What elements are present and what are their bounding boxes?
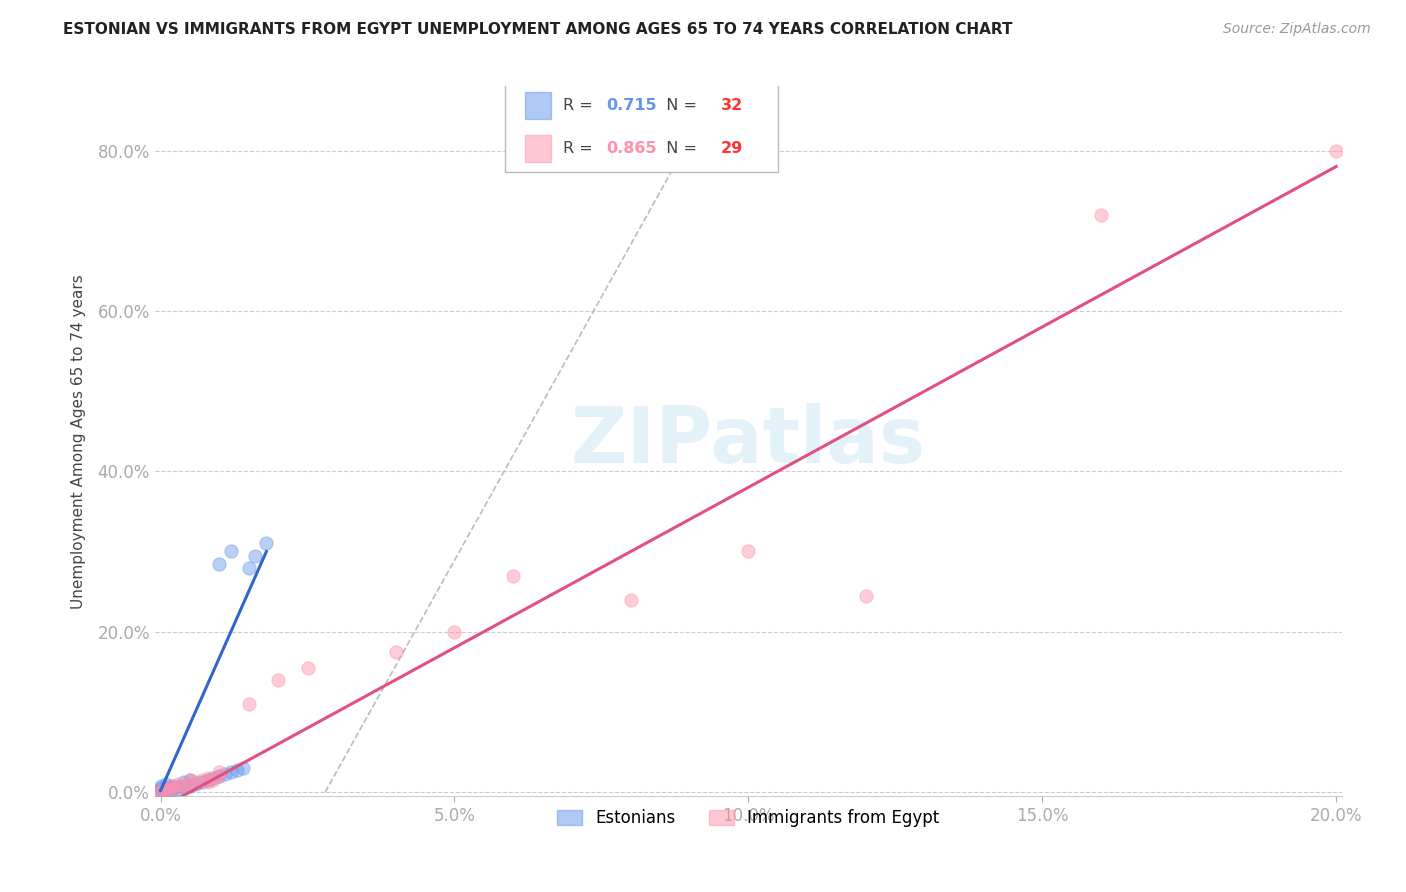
- FancyBboxPatch shape: [526, 92, 551, 119]
- Immigrants from Egypt: [184, 775, 207, 789]
- Text: N =: N =: [655, 98, 702, 113]
- Estonians: [226, 763, 249, 777]
- Immigrants from Egypt: [502, 568, 524, 582]
- Immigrants from Egypt: [179, 772, 201, 787]
- Estonians: [254, 536, 277, 550]
- Text: 0.865: 0.865: [606, 141, 657, 156]
- Immigrants from Egypt: [167, 780, 190, 795]
- Immigrants from Egypt: [208, 765, 231, 780]
- Text: R =: R =: [564, 98, 598, 113]
- Text: 32: 32: [721, 98, 744, 113]
- Estonians: [155, 781, 177, 796]
- Immigrants from Egypt: [202, 772, 225, 787]
- Immigrants from Egypt: [855, 589, 877, 603]
- Estonians: [243, 549, 266, 563]
- Immigrants from Egypt: [190, 772, 212, 787]
- Legend: Estonians, Immigrants from Egypt: Estonians, Immigrants from Egypt: [551, 803, 946, 834]
- Text: ESTONIAN VS IMMIGRANTS FROM EGYPT UNEMPLOYMENT AMONG AGES 65 TO 74 YEARS CORRELA: ESTONIAN VS IMMIGRANTS FROM EGYPT UNEMPL…: [63, 22, 1012, 37]
- Estonians: [238, 560, 260, 574]
- Estonians: [155, 777, 177, 791]
- Estonians: [149, 780, 172, 794]
- Estonians: [149, 782, 172, 797]
- Text: 29: 29: [721, 141, 744, 156]
- Immigrants from Egypt: [162, 779, 184, 793]
- Estonians: [173, 780, 195, 795]
- Estonians: [167, 781, 190, 796]
- Estonians: [149, 783, 172, 797]
- Estonians: [184, 777, 207, 791]
- Estonians: [214, 767, 236, 781]
- Immigrants from Egypt: [197, 771, 219, 785]
- Estonians: [149, 785, 172, 799]
- Text: N =: N =: [655, 141, 702, 156]
- Immigrants from Egypt: [208, 769, 231, 783]
- Estonians: [197, 772, 219, 787]
- Y-axis label: Unemployment Among Ages 65 to 74 years: Unemployment Among Ages 65 to 74 years: [72, 274, 86, 608]
- Estonians: [208, 769, 231, 783]
- Immigrants from Egypt: [162, 781, 184, 796]
- Immigrants from Egypt: [297, 661, 319, 675]
- Estonians: [167, 780, 190, 794]
- Text: 0.715: 0.715: [606, 98, 657, 113]
- Estonians: [202, 771, 225, 785]
- Text: Source: ZipAtlas.com: Source: ZipAtlas.com: [1223, 22, 1371, 37]
- Immigrants from Egypt: [197, 775, 219, 789]
- Immigrants from Egypt: [737, 544, 759, 558]
- Immigrants from Egypt: [149, 782, 172, 797]
- Immigrants from Egypt: [267, 673, 290, 687]
- Immigrants from Egypt: [1324, 144, 1347, 158]
- Immigrants from Egypt: [155, 780, 177, 795]
- FancyBboxPatch shape: [526, 136, 551, 162]
- Estonians: [155, 783, 177, 797]
- Immigrants from Egypt: [173, 779, 195, 793]
- Estonians: [179, 779, 201, 793]
- Estonians: [155, 780, 177, 795]
- Immigrants from Egypt: [1090, 208, 1112, 222]
- Text: R =: R =: [564, 141, 598, 156]
- Estonians: [179, 772, 201, 787]
- Immigrants from Egypt: [620, 592, 643, 607]
- Immigrants from Egypt: [443, 624, 465, 639]
- Estonians: [219, 544, 242, 558]
- Estonians: [219, 765, 242, 780]
- Immigrants from Egypt: [384, 645, 406, 659]
- Immigrants from Egypt: [238, 697, 260, 711]
- Estonians: [149, 780, 172, 795]
- Estonians: [232, 761, 254, 775]
- Immigrants from Egypt: [149, 785, 172, 799]
- Estonians: [162, 780, 184, 795]
- Immigrants from Egypt: [167, 777, 190, 791]
- Text: ZIPatlas: ZIPatlas: [571, 403, 927, 479]
- Estonians: [190, 775, 212, 789]
- Estonians: [162, 779, 184, 793]
- FancyBboxPatch shape: [505, 83, 778, 171]
- Estonians: [162, 782, 184, 797]
- Immigrants from Egypt: [179, 777, 201, 791]
- Immigrants from Egypt: [155, 783, 177, 797]
- Estonians: [208, 557, 231, 571]
- Estonians: [173, 775, 195, 789]
